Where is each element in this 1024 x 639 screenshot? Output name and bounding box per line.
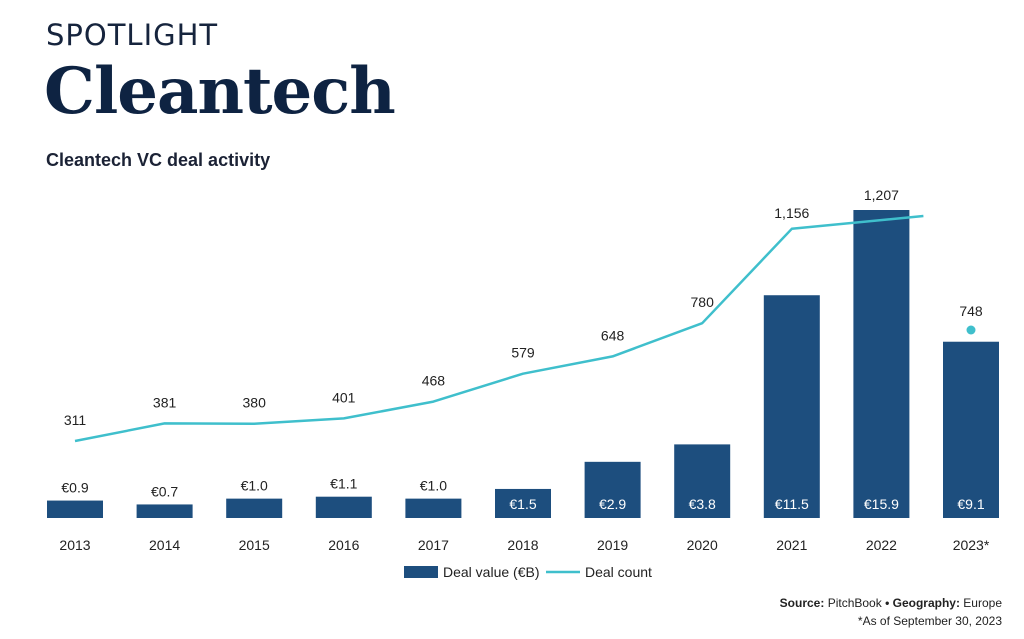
legend-bar-swatch — [404, 566, 438, 578]
count-label-2022: 1,207 — [864, 187, 899, 203]
bar-label-2016: €1.1 — [330, 476, 357, 492]
chart-title: Cleantech VC deal activity — [46, 150, 271, 170]
bar-2019 — [584, 461, 641, 518]
bar-2014 — [136, 504, 193, 518]
bar-2015 — [226, 498, 283, 518]
source-label: Source: — [779, 596, 825, 610]
x-tick-2019: 2019 — [597, 537, 628, 553]
legend-bar-label: Deal value (€B) — [443, 564, 540, 580]
bar-label-2015: €1.0 — [241, 478, 268, 494]
count-label-2014: 381 — [153, 394, 177, 410]
bar-label-2021: €11.5 — [775, 496, 809, 512]
page-title: Cleantech — [44, 54, 396, 129]
count-label-2021: 1,156 — [774, 205, 809, 221]
bar-label-2018: €1.5 — [509, 496, 536, 512]
bar-2021 — [763, 295, 820, 518]
deal-count-point-2023* — [966, 325, 976, 335]
x-tick-2016: 2016 — [328, 537, 359, 553]
x-tick-2021: 2021 — [776, 537, 807, 553]
geography-value: Europe — [963, 596, 1002, 610]
bar-2022 — [853, 210, 910, 518]
deal-count-line — [74, 214, 924, 443]
x-tick-2014: 2014 — [149, 537, 180, 553]
count-label-2015: 380 — [243, 395, 267, 411]
bar-label-2014: €0.7 — [151, 483, 178, 499]
x-tick-2023*: 2023* — [953, 537, 990, 553]
footnote: *As of September 30, 2023 — [857, 614, 1002, 628]
bar-label-2019: €2.9 — [599, 496, 626, 512]
bar-2020 — [674, 444, 731, 518]
x-tick-2015: 2015 — [239, 537, 270, 553]
bar-label-2017: €1.0 — [420, 478, 447, 494]
count-label-2016: 401 — [332, 389, 356, 405]
count-label-2020: 780 — [691, 294, 715, 310]
bar-2017 — [405, 498, 462, 518]
bar-label-2013: €0.9 — [61, 480, 88, 496]
bar-label-2023*: €9.1 — [957, 496, 984, 512]
bar-label-2022: €15.9 — [864, 496, 899, 512]
bar-label-2020: €3.8 — [689, 496, 716, 512]
x-tick-2013: 2013 — [59, 537, 90, 553]
x-tick-2018: 2018 — [507, 537, 538, 553]
spotlight-label: SPOTLIGHT — [46, 18, 219, 52]
count-label-2018: 579 — [511, 345, 535, 361]
count-label-2017: 468 — [422, 373, 446, 389]
source-value: PitchBook — [827, 596, 882, 610]
count-label-2013: 311 — [64, 412, 87, 428]
source-separator: • — [885, 596, 890, 610]
geography-label: Geography: — [892, 596, 960, 610]
source-line: Source: PitchBook • Geography: Europe — [780, 596, 1002, 610]
bar-2016 — [315, 496, 372, 518]
count-label-2023*: 748 — [959, 303, 983, 319]
legend-line-label: Deal count — [585, 564, 652, 580]
count-label-2019: 648 — [601, 327, 625, 343]
x-tick-2020: 2020 — [687, 537, 718, 553]
bar-2013 — [47, 500, 103, 518]
bar-2018 — [495, 488, 551, 518]
bar-2023* — [943, 341, 999, 518]
x-tick-2022: 2022 — [866, 537, 897, 553]
x-tick-2017: 2017 — [418, 537, 449, 553]
